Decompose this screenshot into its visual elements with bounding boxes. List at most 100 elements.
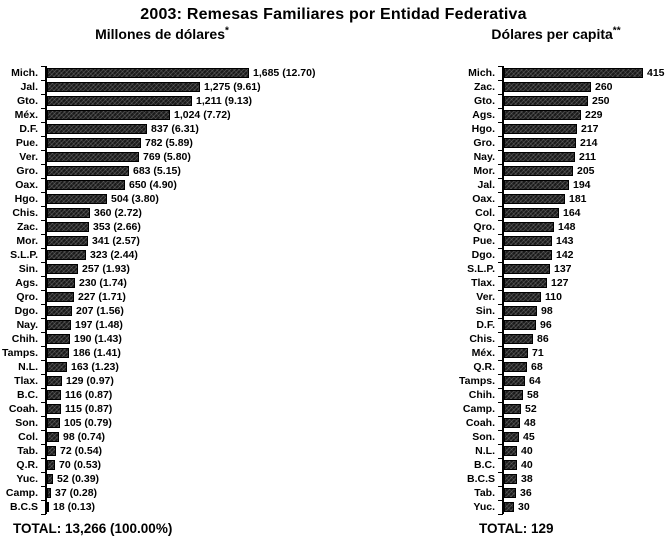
bar	[504, 236, 552, 246]
right-chart-title: Dólares per capita**	[491, 26, 620, 42]
left-chart-title: Millones de dólares*	[95, 26, 229, 42]
bar-area: 45	[502, 430, 665, 444]
bar-row: Méx. 71	[440, 346, 665, 360]
category-label: Ver.	[476, 291, 495, 303]
bar-area: 1,024 (7.72)	[45, 108, 315, 122]
category-label: Coah.	[465, 417, 495, 429]
bar	[47, 124, 147, 134]
bar	[47, 376, 62, 386]
bar-row: S.L.P. 323 (2.44)	[0, 248, 315, 262]
bar-area: 190 (1.43)	[45, 332, 315, 346]
value-label: 40	[521, 459, 533, 471]
bar-row: Col. 164	[440, 206, 665, 220]
category-label: Qro.	[16, 291, 38, 303]
category-label: Oax.	[15, 179, 38, 191]
value-label: 40	[521, 445, 533, 457]
bar-area: 129 (0.97)	[45, 374, 315, 388]
value-label: 18 (0.13)	[53, 501, 96, 513]
category-label: Tamps.	[459, 375, 495, 387]
bar-area: 40	[502, 444, 665, 458]
value-label: 683 (5.15)	[133, 165, 181, 177]
bar-area: 186 (1.41)	[45, 346, 315, 360]
category-label: Tlax.	[471, 277, 495, 289]
bar	[47, 320, 71, 330]
bar-row: Camp. 37 (0.28)	[0, 486, 315, 500]
category-label: Zac.	[16, 221, 38, 233]
bar	[47, 432, 59, 442]
bar	[504, 320, 536, 330]
bar	[504, 348, 528, 358]
bar-area: 30	[502, 500, 665, 514]
category-label: Sin.	[475, 305, 495, 317]
bar-area: 250	[502, 94, 665, 108]
category-label: D.F.	[19, 123, 38, 135]
bar-area: 227 (1.71)	[45, 290, 315, 304]
category-label: Nay.	[16, 319, 38, 331]
bar-row: N.L. 40	[440, 444, 665, 458]
bar-area: 229	[502, 108, 665, 122]
axis-ticks	[41, 66, 46, 515]
bar	[504, 124, 577, 134]
bar-area: 52	[502, 402, 665, 416]
bar	[504, 390, 523, 400]
value-label: 190 (1.43)	[74, 333, 122, 345]
category-label: Ags.	[472, 109, 495, 121]
value-label: 186 (1.41)	[73, 347, 121, 359]
bar-row: Sin. 257 (1.93)	[0, 262, 315, 276]
value-label: 1,685 (12.70)	[253, 67, 316, 79]
bar-row: Tlax. 129 (0.97)	[0, 374, 315, 388]
bar-row: B.C. 40	[440, 458, 665, 472]
bar-row: Yuc. 52 (0.39)	[0, 472, 315, 486]
bar-row: Mor. 341 (2.57)	[0, 234, 315, 248]
bar-area: 72 (0.54)	[45, 444, 315, 458]
bar-area: 110	[502, 290, 665, 304]
bar	[504, 432, 519, 442]
bar-row: Jal. 1,275 (9.61)	[0, 80, 315, 94]
category-label: B.C.	[17, 389, 38, 401]
bar-area: 115 (0.87)	[45, 402, 315, 416]
bar-row: Son. 45	[440, 430, 665, 444]
bar-row: Zac. 353 (2.66)	[0, 220, 315, 234]
value-label: 205	[577, 165, 595, 177]
bar-row: Jal. 194	[440, 178, 665, 192]
value-label: 127	[551, 277, 569, 289]
bar	[504, 404, 521, 414]
value-label: 72 (0.54)	[60, 445, 103, 457]
category-label: Mor.	[16, 235, 38, 247]
bar	[47, 348, 69, 358]
bar-row: Chih. 190 (1.43)	[0, 332, 315, 346]
value-label: 115 (0.87)	[65, 403, 113, 415]
value-label: 230 (1.74)	[79, 277, 127, 289]
bar	[504, 362, 527, 372]
bar	[47, 110, 170, 120]
bar	[504, 152, 575, 162]
bar	[47, 138, 141, 148]
bar-row: Col. 98 (0.74)	[0, 430, 315, 444]
bar	[47, 362, 67, 372]
value-label: 143	[556, 235, 574, 247]
category-label: Chis.	[469, 333, 495, 345]
bar-row: Q.R. 68	[440, 360, 665, 374]
chart-dolares-per-capita: Mich. 415 Zac. 260 Gto. 250 Ags. 229 Hgo. 217 Gro.…	[440, 66, 665, 515]
bar	[504, 166, 573, 176]
bar	[47, 264, 78, 274]
value-label: 142	[556, 249, 574, 261]
bar-area: 217	[502, 122, 665, 136]
bar-row: Tamps. 186 (1.41)	[0, 346, 315, 360]
category-label: Son.	[15, 417, 38, 429]
value-label: 148	[558, 221, 576, 233]
category-label: Col.	[18, 431, 38, 443]
value-label: 30	[518, 501, 530, 513]
bar-area: 116 (0.87)	[45, 388, 315, 402]
bar-row: Ver. 769 (5.80)	[0, 150, 315, 164]
category-label: S.L.P.	[10, 249, 38, 261]
bar-area: 211	[502, 150, 665, 164]
value-label: 207 (1.56)	[76, 305, 124, 317]
bar-area: 194	[502, 178, 665, 192]
bar-area: 143	[502, 234, 665, 248]
bar	[504, 250, 552, 260]
category-label: Sin.	[18, 263, 38, 275]
value-label: 782 (5.89)	[145, 137, 193, 149]
bar	[504, 460, 517, 470]
bar-row: Chih. 58	[440, 388, 665, 402]
